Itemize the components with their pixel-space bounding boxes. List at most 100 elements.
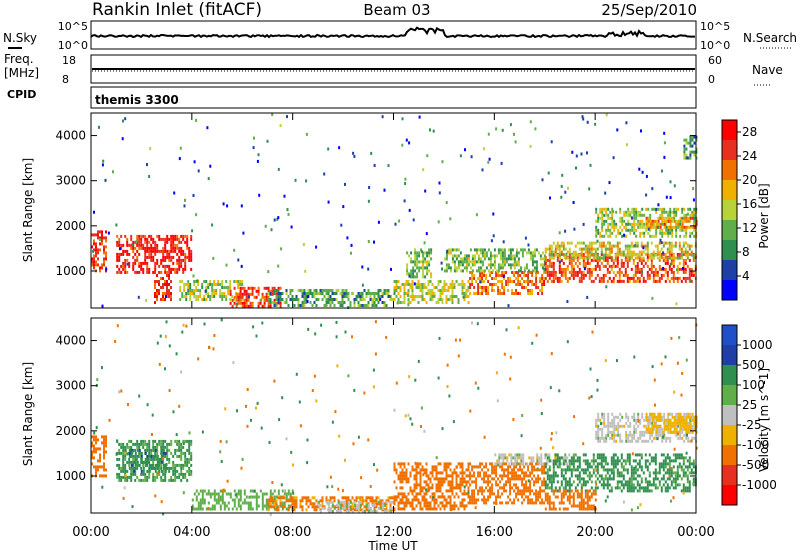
heatmap-cell [531, 498, 534, 502]
heatmap-cell [383, 292, 386, 295]
heatmap-cell [541, 263, 544, 267]
heatmap-cell [477, 248, 480, 252]
heatmap-cell [188, 249, 191, 253]
heatmap-cell [413, 468, 416, 472]
heatmap-cell [253, 136, 255, 140]
heatmap-cell [505, 280, 508, 283]
heatmap-cell [636, 474, 639, 478]
heatmap-cell [499, 501, 502, 505]
heatmap-cell [541, 283, 544, 286]
heatmap-cell [675, 207, 678, 211]
heatmap-cell [345, 295, 348, 298]
heatmap-cell [515, 271, 518, 274]
heatmap-cell [666, 456, 669, 460]
heatmap-cell [461, 257, 464, 261]
heatmap-cell [239, 301, 242, 305]
heatmap-cell [190, 249, 193, 253]
heatmap-cell [209, 492, 212, 496]
heatmap-cell [279, 286, 282, 290]
heatmap-cell [489, 495, 492, 499]
heatmap-cell [646, 276, 649, 280]
heatmap-cell [122, 261, 125, 265]
heatmap-cell [520, 456, 523, 460]
heatmap-cell [610, 257, 613, 261]
heatmap-cell [529, 492, 532, 496]
heatmap-cell [411, 501, 414, 505]
heatmap-cell [541, 465, 544, 469]
heatmap-cell [237, 504, 240, 508]
heatmap-cell [570, 468, 573, 472]
heatmap-cell [477, 277, 480, 280]
heatmap-cell [449, 468, 452, 472]
heatmap-cell [678, 453, 681, 457]
heatmap-cell [257, 495, 260, 499]
heatmap-cell [471, 260, 474, 264]
heatmap-cell [249, 286, 252, 290]
heatmap-cell [473, 260, 476, 264]
heatmap-cell [455, 492, 458, 496]
heatmap-cell [437, 480, 440, 484]
heatmap-cell [467, 474, 470, 478]
heatmap-cell [638, 459, 641, 463]
heatmap-cell [329, 506, 332, 510]
heatmap-cell [130, 469, 133, 473]
heatmap-cell [621, 216, 624, 220]
heatmap-cell [670, 267, 673, 271]
heatmap-cell [475, 269, 478, 273]
heatmap-cell [273, 507, 276, 511]
heatmap-cell [269, 304, 272, 308]
heatmap-cell [475, 480, 478, 484]
heatmap-cell [654, 244, 657, 248]
heatmap-cell [140, 240, 143, 244]
heatmap-cell [667, 213, 670, 217]
heatmap-cell [201, 298, 204, 301]
heatmap-cell [642, 244, 645, 248]
heatmap-cell [693, 234, 696, 238]
heatmap-cell [327, 500, 330, 504]
heatmap-cell [548, 486, 551, 490]
heatmap-cell [489, 474, 492, 478]
heatmap-cell [615, 222, 618, 226]
heatmap-cell [162, 252, 165, 256]
heatmap-cell [510, 459, 513, 463]
heatmap-cell [558, 456, 561, 460]
heatmap-cell [552, 261, 555, 265]
heatmap-cell [403, 474, 406, 478]
heatmap-cell [662, 273, 665, 277]
heatmap-cell [146, 264, 149, 268]
heatmap-cell [509, 471, 512, 475]
heatmap-cell [186, 237, 189, 241]
heatmap-cell [437, 504, 440, 508]
heatmap-cell [660, 255, 663, 259]
heatmap-cell [618, 474, 621, 478]
heatmap-cell [537, 251, 540, 255]
heatmap-cell [408, 254, 411, 258]
heatmap-cell [556, 255, 559, 259]
heatmap-cell [420, 248, 423, 252]
heatmap-cell [154, 451, 157, 455]
heatmap-cell [191, 504, 194, 508]
heatmap-cell [309, 301, 312, 304]
heatmap-cell [138, 451, 141, 455]
heatmap-cell [273, 298, 276, 302]
heatmap-cell [219, 507, 222, 511]
heatmap-cell [576, 253, 579, 257]
heatmap-cell [263, 295, 266, 299]
heatmap-cell [644, 486, 647, 490]
heatmap-cell [411, 465, 414, 469]
heatmap-cell [387, 289, 390, 292]
heatmap-cell [405, 498, 408, 502]
heatmap-cell [477, 489, 480, 493]
heatmap-cell [421, 468, 424, 472]
heatmap-cell [510, 456, 513, 460]
heatmap-cell [277, 298, 280, 301]
heatmap-cell [580, 270, 583, 274]
heatmap-cell [548, 250, 551, 254]
heatmap-cell [140, 442, 143, 446]
heatmap-cell [509, 489, 512, 493]
heatmap-cell [482, 147, 485, 151]
heatmap-cell [323, 289, 326, 292]
heatmap-cell [176, 252, 179, 256]
heatmap-cell [634, 256, 637, 260]
heatmap-cell [680, 489, 683, 493]
